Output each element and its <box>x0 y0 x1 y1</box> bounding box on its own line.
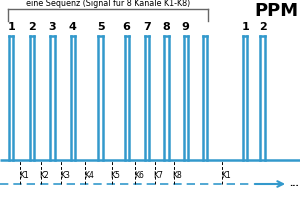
Text: K7: K7 <box>154 171 163 180</box>
Text: K1: K1 <box>19 171 29 180</box>
Text: K2: K2 <box>40 171 49 180</box>
Text: K5: K5 <box>111 171 120 180</box>
Text: 6: 6 <box>123 22 130 32</box>
Text: 3: 3 <box>49 22 56 32</box>
Text: 5: 5 <box>97 22 104 32</box>
Text: K1: K1 <box>221 171 231 180</box>
Text: PPM: PPM <box>254 2 298 20</box>
Text: 4: 4 <box>69 22 77 32</box>
Text: 1: 1 <box>7 22 15 32</box>
Text: 8: 8 <box>163 22 170 32</box>
Text: K3: K3 <box>60 171 70 180</box>
Text: 7: 7 <box>143 22 151 32</box>
Text: 1: 1 <box>241 22 249 32</box>
Text: K6: K6 <box>134 171 144 180</box>
Text: 9: 9 <box>182 22 190 32</box>
Text: K4: K4 <box>84 171 94 180</box>
Text: K8: K8 <box>173 171 182 180</box>
Text: 2: 2 <box>28 22 36 32</box>
Text: 2: 2 <box>259 22 266 32</box>
Text: eine Sequenz (Signal für 8 Kanäle K1-K8): eine Sequenz (Signal für 8 Kanäle K1-K8) <box>26 0 190 8</box>
Text: ...: ... <box>290 180 299 188</box>
